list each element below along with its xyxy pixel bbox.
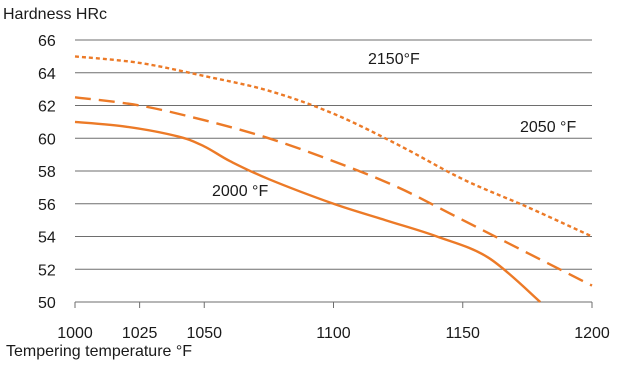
- x-tick-label-1025: 1025: [122, 325, 158, 342]
- series-line-1: [74, 96, 593, 287]
- y-tick-label-66: 66: [38, 33, 56, 50]
- x-tick-labels: 1000 1025 1050 1100 1150 1200: [57, 325, 610, 342]
- y-tick-label-56: 56: [38, 197, 56, 214]
- y-tick-label-58: 58: [38, 164, 56, 181]
- series-lines: [74, 55, 593, 303]
- x-tick-label-1050: 1050: [186, 325, 222, 342]
- y-axis-title: Hardness HRc: [3, 6, 108, 23]
- y-tick-label-60: 60: [38, 131, 56, 148]
- series-line-2: [74, 55, 593, 238]
- series-labels: 2000 °F 2050 °F 2150°F: [212, 51, 576, 200]
- y-tick-label-54: 54: [38, 230, 56, 247]
- x-tick-label-1150: 1150: [446, 325, 481, 342]
- x-axis-title: Tempering temperature °F: [6, 343, 193, 360]
- series-line-0: [74, 120, 542, 303]
- grid-lines: [74, 39, 593, 308]
- y-tick-label-50: 50: [38, 295, 56, 312]
- series-label-2: 2150°F: [368, 51, 420, 68]
- y-tick-label-62: 62: [38, 99, 56, 116]
- y-tick-label-52: 52: [38, 262, 56, 279]
- y-tick-label-64: 64: [38, 66, 56, 83]
- x-tick-label-1100: 1100: [316, 325, 351, 342]
- y-tick-labels: 50 52 54 56 58 60 62 64 66: [38, 33, 56, 312]
- series-label-1: 2050 °F: [520, 119, 576, 136]
- series-label-0: 2000 °F: [212, 183, 268, 200]
- x-tick-label-1200: 1200: [574, 325, 610, 342]
- x-tick-label-1000: 1000: [57, 325, 93, 342]
